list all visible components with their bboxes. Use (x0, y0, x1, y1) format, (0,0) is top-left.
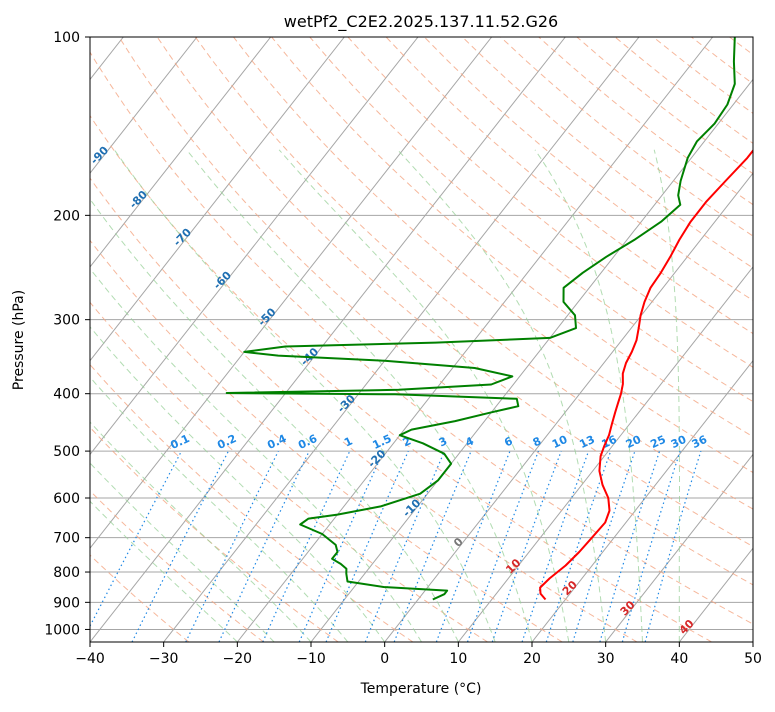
plot-frame (90, 37, 753, 642)
mixing-ratio-label: 13 (577, 433, 596, 451)
dry-adiabat-line (0, 37, 189, 642)
isotherm-label: 30 (618, 598, 638, 618)
dry-adiabat-line (0, 37, 488, 642)
mixing-ratio-label: 30 (669, 433, 689, 451)
y-tick-label: 600 (53, 491, 80, 507)
y-tick-label: 300 (53, 313, 80, 329)
isotherm-label: -80 (127, 188, 150, 211)
isotherm-line (753, 37, 775, 642)
moist-adiabat-line (535, 150, 643, 642)
mixing-ratio-line (645, 451, 701, 642)
mixing-ratio-label: 25 (648, 433, 667, 451)
x-tick-label: 50 (744, 651, 762, 667)
isotherm-label: -70 (171, 226, 194, 249)
x-tick-label: −30 (149, 651, 179, 667)
mixing-ratio-label: 0.4 (265, 432, 288, 452)
isotherm-label: -90 (88, 144, 111, 167)
dry-adiabat-line (577, 37, 775, 642)
x-tick-label: 40 (670, 651, 688, 667)
dry-adiabat-line (157, 37, 775, 642)
isotherm-label: 10 (503, 556, 523, 576)
mixing-ratio-line (492, 451, 561, 642)
y-tick-label: 100 (53, 30, 80, 46)
mixing-ratio-label: 10 (550, 433, 570, 451)
dry-adiabat-line (310, 37, 775, 642)
mixing-ratio-line (132, 451, 228, 642)
y-axis-label: Pressure (hPa) (11, 290, 27, 390)
mixing-ratio-label: 36 (690, 433, 710, 451)
isotherm-line (0, 37, 344, 642)
y-tick-label: 700 (53, 531, 80, 547)
isotherm-line (606, 37, 775, 642)
mixing-ratio-label: 1 (342, 434, 354, 449)
isotherm-label: 0 (451, 535, 466, 550)
moist-adiabat-line (0, 150, 311, 642)
x-tick-label: −20 (223, 651, 253, 667)
mixing-ratio-line (186, 451, 279, 642)
x-tick-label: 0 (380, 651, 389, 667)
dry-adiabat-line (768, 37, 775, 642)
mixing-ratio-label: 4 (463, 434, 476, 449)
isotherm-line (164, 37, 639, 642)
moist-adiabat-line (56, 150, 458, 642)
isotherm-line (532, 37, 775, 642)
y-tick-label: 400 (53, 387, 80, 403)
x-tick-label: 10 (449, 651, 467, 667)
isotherm-line (0, 37, 197, 642)
dry-adiabat-line (424, 37, 775, 642)
x-axis-label: Temperature (°C) (360, 681, 482, 697)
isotherm-line (237, 37, 712, 642)
dry-adiabat-line (0, 37, 562, 642)
isotherm-label: -30 (335, 392, 358, 415)
dry-adiabat-line (539, 37, 775, 642)
isotherm-line (311, 37, 775, 642)
y-tick-label: 1000 (44, 622, 80, 638)
x-tick-label: 30 (597, 651, 615, 667)
moist-adiabat-line (187, 150, 532, 642)
mixing-ratio-line (82, 451, 182, 642)
isotherm-label: 20 (560, 578, 580, 598)
y-tick-label: 200 (53, 208, 80, 224)
mixing-ratio-label: 0.1 (168, 432, 191, 452)
mixing-ratio-line (326, 451, 408, 642)
mixing-ratio-line (522, 451, 589, 642)
dry-adiabat-line (195, 37, 775, 642)
dry-adiabat-line (5, 37, 638, 642)
dry-adiabat-line (691, 37, 775, 642)
mixing-ratio-line (468, 451, 539, 642)
chart-title: wetPf2_C2E2.2025.137.11.52.G26 (284, 12, 558, 32)
dry-adiabat-line (81, 37, 775, 642)
dry-adiabat-line (0, 37, 263, 642)
moist-adiabat-line (0, 150, 274, 642)
isotherm-line (0, 37, 271, 642)
x-tick-label: 20 (523, 651, 541, 667)
y-tick-label: 800 (53, 565, 80, 581)
isotherm-label: -50 (255, 305, 278, 328)
x-tick-label: −10 (296, 651, 326, 667)
dry-adiabat-line (730, 37, 775, 642)
mixing-ratio-label: 0.2 (215, 432, 238, 452)
isotherm-label: -20 (365, 447, 388, 470)
mixing-ratio-line (365, 451, 444, 642)
mixing-ratio-line (436, 451, 510, 642)
plot-background-lines (0, 37, 775, 642)
y-tick-label: 500 (53, 444, 80, 460)
dry-adiabat-line (43, 37, 712, 642)
mixing-ratio-label: 1.5 (370, 432, 393, 452)
y-tick-label: 900 (53, 595, 80, 611)
series-layer (227, 37, 775, 600)
dry-adiabat-line (0, 37, 338, 642)
dewpoint-profile-line (227, 37, 735, 600)
dry-adiabat-line (653, 37, 775, 642)
isotherm-line (16, 37, 491, 642)
mixing-ratio-label: 20 (624, 433, 644, 451)
x-tick-label: −40 (75, 651, 105, 667)
